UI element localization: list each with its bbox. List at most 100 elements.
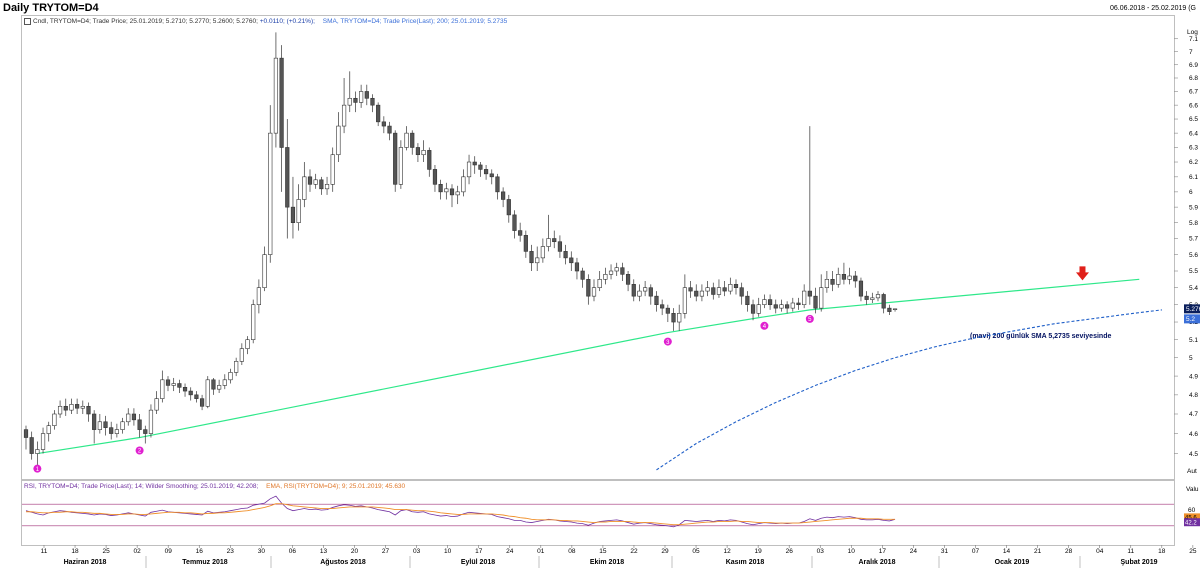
candle-body — [648, 287, 653, 297]
candle-body — [177, 383, 182, 388]
candle-body — [336, 125, 341, 156]
x-axis-day-label: 18 — [71, 548, 79, 555]
candle-body — [228, 372, 233, 381]
x-axis-day-label: 13 — [320, 548, 328, 555]
candle-body — [97, 421, 102, 430]
candle-body — [819, 287, 824, 309]
price-axis-tick-label: 6.3 — [1189, 145, 1198, 152]
marker-circle — [135, 446, 144, 455]
candle-body — [716, 287, 722, 295]
x-axis-day-label: 11 — [41, 548, 48, 555]
candle-body — [694, 290, 699, 297]
x-axis-day-label: 12 — [723, 548, 731, 555]
x-axis-day-label: 07 — [972, 548, 980, 555]
candle-body — [756, 304, 761, 314]
sma200-line — [656, 309, 1163, 471]
candle-body — [665, 307, 670, 314]
x-axis-day-label: 03 — [413, 548, 421, 555]
candle-body — [529, 251, 534, 264]
candle-body — [591, 287, 597, 297]
x-axis-month-label: Haziran 2018 — [64, 559, 107, 566]
candle-body — [92, 413, 97, 430]
sma-price-label: 5.2 — [1186, 316, 1195, 323]
candle-body — [887, 307, 892, 312]
candle-body — [421, 150, 426, 156]
candle-body — [472, 161, 477, 166]
down-arrow-icon — [1075, 266, 1089, 281]
candle-body — [143, 429, 148, 434]
candle-body — [557, 241, 563, 252]
candle-body — [660, 304, 665, 309]
candle-body — [603, 274, 608, 280]
candle-body — [699, 290, 705, 297]
candle-body — [427, 150, 432, 170]
price-axis-tick-label: 6 — [1189, 189, 1193, 196]
candle-body — [881, 294, 886, 309]
rsi-axis-title: Valu — [1186, 486, 1199, 493]
chart-title: Daily TRYTOM=D4 — [3, 2, 99, 14]
x-axis-day-label: 15 — [599, 548, 607, 555]
candle-body — [29, 437, 34, 454]
candle-body — [580, 270, 585, 280]
sma-legend-text: SMA, TRYTOM=D4; Trade Price(Last); 200; … — [322, 18, 508, 26]
price-axis-tick-label: 6.1 — [1189, 174, 1198, 181]
candle-body — [160, 379, 165, 399]
price-axis-tick-label: 5.7 — [1189, 236, 1198, 243]
candle-body — [597, 279, 602, 289]
x-axis-day-label: 11 — [1127, 548, 1134, 555]
candle-body — [535, 257, 540, 264]
candle-body — [137, 419, 142, 430]
candle-body — [745, 295, 750, 306]
price-axis-tick-label: 5.9 — [1189, 204, 1198, 211]
candle-body — [171, 383, 176, 386]
x-axis-day-label: 26 — [786, 548, 794, 555]
candle-body — [750, 304, 756, 314]
candle-body — [711, 287, 716, 295]
candle-body — [404, 132, 409, 148]
candle-body — [80, 405, 85, 409]
ema-legend-text: EMA, RSI(TRYTOM=D4); 9; 25.01.2019; 45.6… — [266, 483, 406, 490]
candle-body — [790, 302, 795, 309]
candle-body — [614, 267, 619, 272]
candle-legend-text: Cndl, TRYTOM=D4; Trade Price; 25.01.2019… — [33, 18, 258, 26]
x-axis-month-label: Ekim 2018 — [590, 559, 624, 566]
candle-body — [148, 409, 154, 434]
candle-body — [393, 132, 398, 185]
candle-body — [546, 238, 551, 247]
candle-body — [864, 295, 869, 300]
candle-body — [438, 184, 443, 193]
candle-body — [126, 413, 131, 423]
last-price-box — [1184, 304, 1200, 314]
candle-body — [120, 421, 125, 430]
candle-body — [767, 299, 773, 306]
candle-body — [444, 188, 449, 193]
candle-body — [234, 361, 239, 373]
candle-body — [682, 287, 687, 314]
candle-body — [381, 121, 386, 127]
candle-body — [523, 235, 528, 252]
rsi-legend-text: RSI, TRYTOM=D4; Trade Price(Last); 14; W… — [24, 483, 259, 490]
marker-circle — [663, 337, 672, 346]
marker-label: 1 — [36, 467, 40, 473]
x-axis-day-label: 23 — [227, 548, 235, 555]
candle-body — [722, 287, 727, 292]
candle-body — [194, 394, 199, 399]
x-axis-day-label: 06 — [289, 548, 297, 555]
candle-body — [217, 385, 222, 390]
x-axis-day-label: 20 — [351, 548, 359, 555]
x-axis-month-label: Ağustos 2018 — [320, 559, 366, 566]
candle-body — [86, 405, 91, 415]
candle-body — [432, 169, 438, 185]
candle-body — [892, 308, 898, 310]
x-axis-month-label: Temmuz 2018 — [182, 559, 227, 566]
candle-body — [654, 295, 659, 306]
price-legend: Cndl, TRYTOM=D4; Trade Price; 25.01.2019… — [24, 18, 507, 25]
candle-body — [251, 304, 256, 340]
candle-body — [23, 429, 29, 438]
price-panel[interactable] — [21, 15, 1175, 480]
marker-label: 5 — [808, 317, 812, 323]
candle-body — [330, 154, 335, 185]
candle-body — [569, 257, 574, 264]
candle-body — [779, 304, 784, 309]
candle-legend-icon — [24, 18, 31, 25]
